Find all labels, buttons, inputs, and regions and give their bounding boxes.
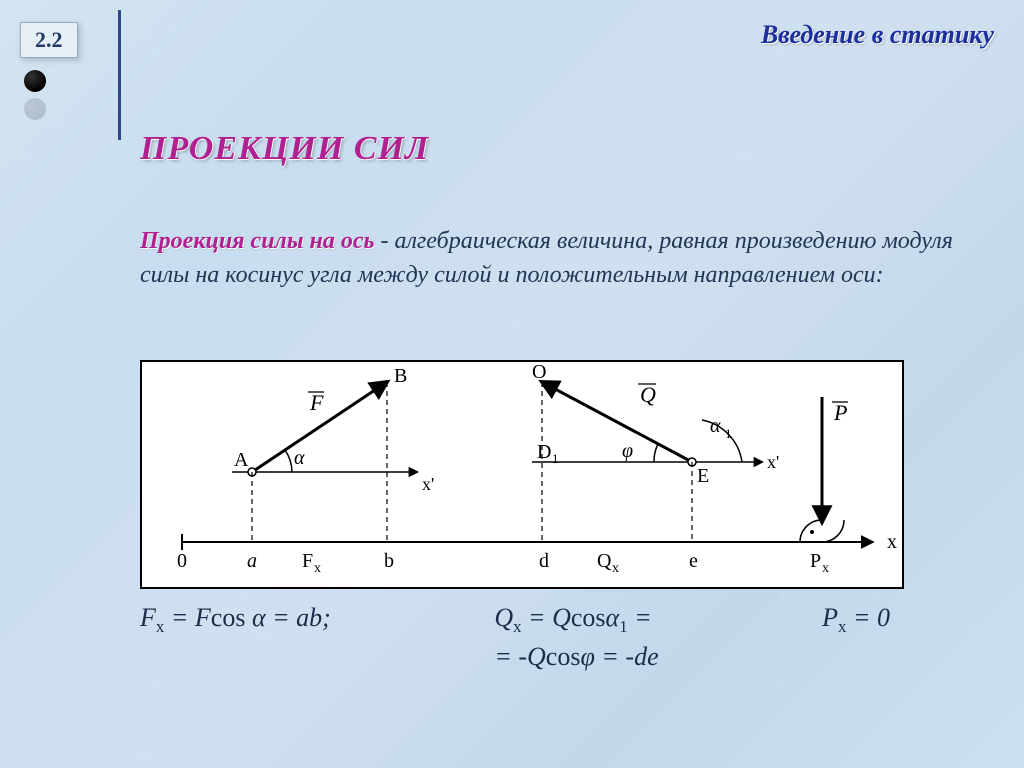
proj-a: a — [247, 550, 257, 572]
svg-text:P: P — [833, 400, 847, 425]
bullet-inactive-icon — [24, 98, 46, 120]
svg-text:x: x — [612, 561, 619, 576]
q-local-axis-label: x' — [767, 452, 779, 472]
section-number-badge: 2.2 — [20, 22, 78, 58]
svg-text:Q: Q — [640, 382, 656, 407]
svg-text:x: x — [314, 561, 321, 576]
vertical-divider — [118, 10, 121, 140]
section-number: 2.2 — [35, 27, 63, 52]
slide-title: ПРОЕКЦИИ СИЛ — [140, 130, 429, 168]
svg-text:1: 1 — [552, 451, 559, 466]
point-A: A — [234, 449, 249, 471]
svg-text:Q: Q — [597, 550, 612, 572]
definition-lead: Проекция силы на ось — [140, 228, 374, 254]
chapter-title: Введение в статику — [761, 20, 994, 50]
formula-Q: Qx = Qcosα1 = = -Qcosφ = -de — [494, 600, 658, 674]
definition-text: Проекция силы на ось - алгебраическая ве… — [140, 225, 964, 292]
proj-d: d — [539, 550, 549, 572]
svg-text:F: F — [302, 550, 313, 572]
proj-e: e — [689, 550, 698, 572]
phi-label: φ — [622, 440, 633, 462]
axis-label: x — [887, 531, 897, 553]
svg-text:x: x — [822, 561, 829, 576]
svg-text:D: D — [537, 441, 551, 463]
bullet-active-icon — [24, 70, 46, 92]
formula-F: Fx = Fcos α = ab; — [140, 600, 331, 674]
diagram-svg: 0 x x' F A B α a b F x x' Q — [142, 362, 902, 587]
bullet-column — [24, 70, 46, 120]
f-local-axis-label: x' — [422, 474, 434, 494]
point-O: O — [532, 362, 546, 383]
point-B: B — [394, 365, 407, 387]
svg-text:P: P — [810, 550, 821, 572]
proj-b: b — [384, 550, 394, 572]
formulas-row: Fx = Fcos α = ab; Qx = Qcosα1 = = -Qcosφ… — [140, 600, 920, 674]
alpha-label: α — [294, 447, 305, 469]
point-E: E — [697, 465, 709, 487]
svg-text:1: 1 — [725, 426, 732, 441]
svg-text:α: α — [710, 415, 721, 437]
svg-text:F: F — [309, 390, 324, 415]
origin-label: 0 — [177, 550, 187, 572]
projection-diagram: 0 x x' F A B α a b F x x' Q — [140, 360, 904, 589]
formula-P: Px = 0 — [822, 600, 920, 674]
